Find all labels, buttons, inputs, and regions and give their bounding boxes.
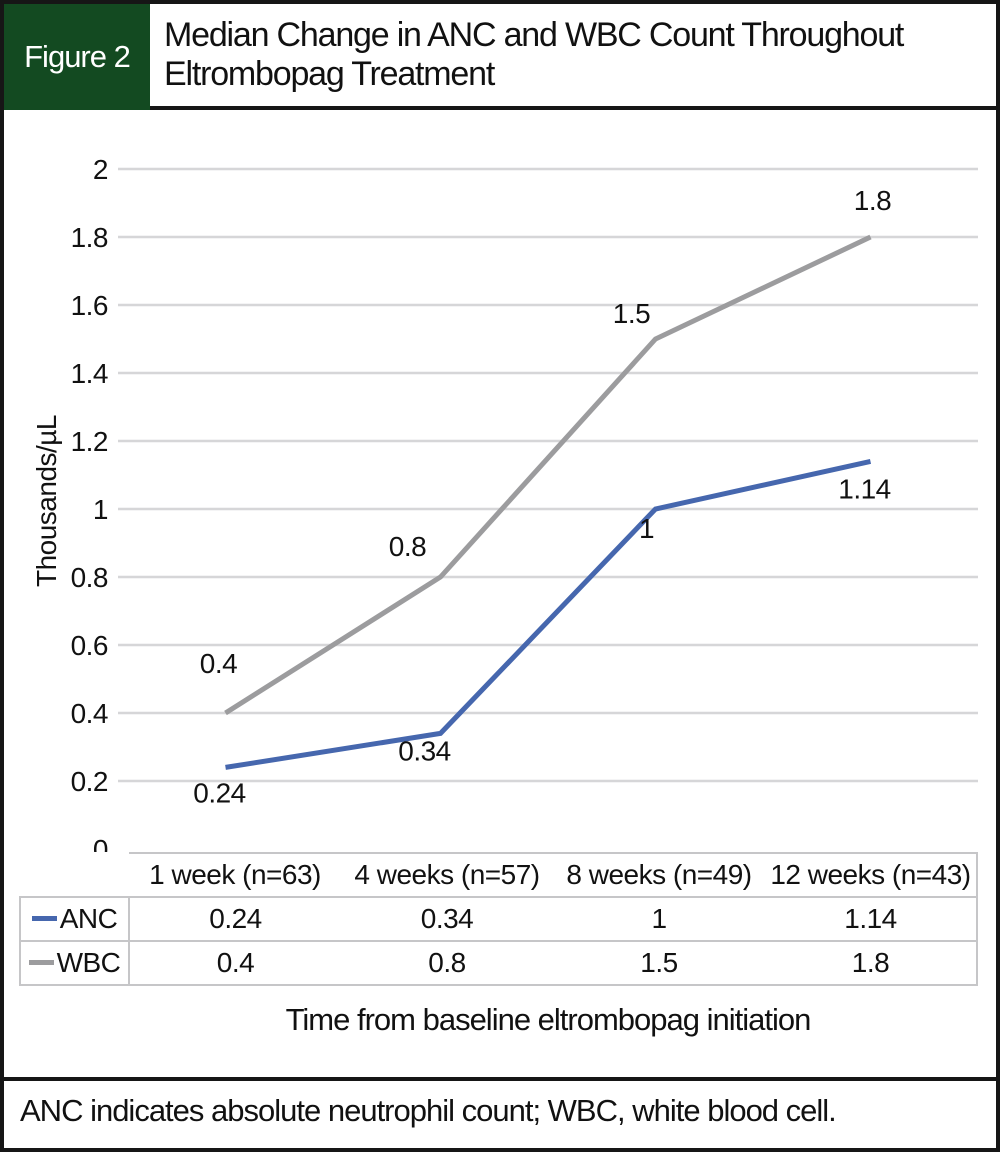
- line-chart: 0 0.2 0.4 0.6 0.8 1 1.2 1.4 1.6 1.8 2 Thousands/µL 0…: [31, 154, 978, 852]
- wbc-legend-label: WBC: [56, 947, 121, 978]
- table-corner-blank: [20, 853, 129, 897]
- anc-data-label: 0.24: [193, 777, 246, 808]
- y-tick-label: 0.2: [71, 766, 108, 797]
- table-value-cell: 1.14: [765, 897, 978, 942]
- table-value-cell: 0.34: [341, 897, 553, 942]
- y-tick-label: 0: [93, 834, 108, 852]
- y-tick-label: 0.4: [71, 698, 108, 729]
- anc-legend-swatch: [31, 916, 57, 922]
- y-tick-label: 2: [93, 154, 108, 185]
- table-value-cell: 0.24: [129, 897, 341, 942]
- anc-data-label: 0.34: [398, 735, 451, 766]
- chart-area: 0 0.2 0.4 0.6 0.8 1 1.2 1.4 1.6 1.8 2 Thousands/µL 0…: [4, 110, 996, 1077]
- y-tick-label: 1.6: [71, 290, 108, 321]
- figure-title-area: Median Change in ANC and WBC Count Throu…: [150, 4, 996, 106]
- figure-title: Median Change in ANC and WBC Count Throu…: [164, 16, 904, 93]
- y-tick-label: 1.2: [71, 426, 108, 457]
- footnote-text: ANC indicates absolute neutrophil count;…: [20, 1092, 837, 1128]
- figure-header: Figure 2 Median Change in ANC and WBC Co…: [4, 4, 996, 110]
- figure-label: Figure 2: [24, 39, 131, 74]
- table-value-cell: 0.4: [129, 941, 341, 986]
- wbc-data-label: 1.5: [613, 298, 650, 329]
- data-table: 1 week (n=63) 4 weeks (n=57) 8 weeks (n=49…: [19, 852, 978, 986]
- table-value-cell: 1: [553, 897, 765, 942]
- wbc-data-label: 1.8: [854, 185, 891, 216]
- x-axis-caption: Time from baseline eltrombopag initiatio…: [285, 1002, 812, 1037]
- wbc-data-label: 0.4: [200, 648, 237, 679]
- wbc-legend-swatch: [28, 960, 54, 966]
- y-tick-label: 0.6: [71, 630, 108, 661]
- y-tick-label: 1.8: [71, 222, 108, 253]
- anc-legend-label: ANC: [59, 903, 118, 934]
- wbc-line: [224, 234, 872, 716]
- wbc-data-label: 0.8: [389, 531, 426, 562]
- figure-footnote-bar: ANC indicates absolute neutrophil count;…: [4, 1077, 996, 1140]
- y-tick-label: 1: [93, 494, 108, 525]
- anc-data-label: 1: [639, 513, 654, 544]
- table-header-cell: 12 weeks (n=43): [765, 852, 978, 898]
- y-tick-label: 1.4: [71, 358, 108, 389]
- y-tick-label: 0.8: [71, 562, 108, 593]
- table-header-cell: 4 weeks (n=57): [341, 852, 553, 898]
- table-value-cell: 1.5: [553, 941, 765, 986]
- legend-cell-wbc: WBC: [19, 940, 130, 986]
- legend-cell-anc: ANC: [19, 896, 130, 942]
- anc-data-label: 1.14: [838, 473, 891, 504]
- y-axis-title: Thousands/µL: [31, 415, 62, 587]
- table-header-cell: 8 weeks (n=49): [553, 852, 765, 898]
- table-header-cell: 1 week (n=63): [129, 852, 341, 898]
- table-value-cell: 0.8: [341, 941, 553, 986]
- anc-line: [225, 458, 872, 770]
- figure-label-box: Figure 2: [4, 4, 150, 110]
- table-value-cell: 1.8: [765, 941, 978, 986]
